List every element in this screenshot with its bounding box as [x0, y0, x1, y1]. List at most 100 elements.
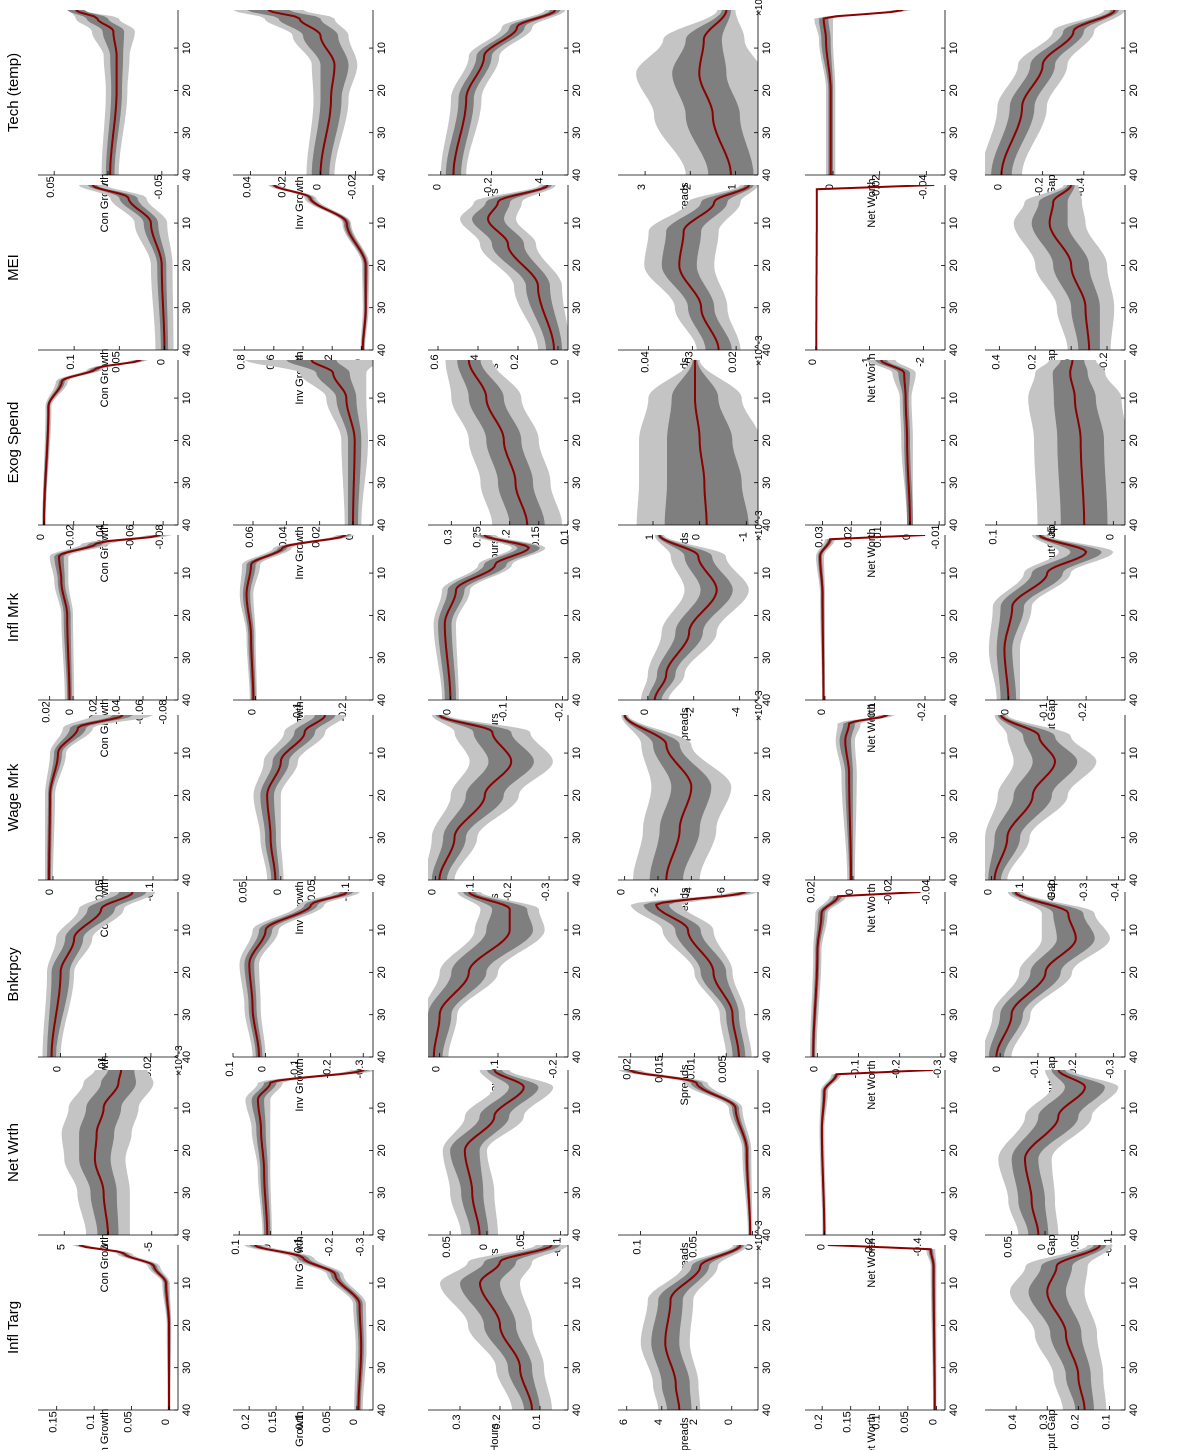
time-tick-label: 10 [948, 567, 960, 579]
variable-label: Net Worth [866, 1238, 878, 1287]
value-tick-label: -0.1 [497, 703, 509, 722]
value-tick-label: 0 [478, 1244, 490, 1250]
value-tick-label: 0.05 [123, 1411, 135, 1432]
median-line [820, 1070, 933, 1235]
value-tick-label: 0.1 [531, 1414, 543, 1429]
value-tick-label: -0.2 [553, 703, 565, 722]
band-inner [1011, 1070, 1105, 1235]
value-tick-label: -2 [914, 357, 926, 367]
band-inner [664, 360, 749, 525]
time-tick-label: 20 [761, 84, 773, 96]
time-tick-label: 30 [948, 1362, 960, 1374]
value-tick-label: 0 [312, 184, 324, 190]
time-tick-label: 30 [571, 1009, 583, 1021]
band-inner [460, 1245, 560, 1410]
time-tick-label: 20 [181, 259, 193, 271]
value-tick-label: 0 [999, 709, 1011, 715]
irf-panel: 10 20 30 40 0 2 4 6 Spreads ×10^-3 [618, 1220, 773, 1450]
irf-panel: 10 20 30 40 -0.02 0 0.02 0.04 Inv Growth [233, 10, 388, 230]
value-tick-label: 0.1 [1100, 1414, 1112, 1429]
value-tick-label: 0 [807, 359, 819, 365]
median-line [653, 535, 718, 700]
value-tick-label: 0.02 [41, 701, 53, 722]
band-inner [244, 892, 354, 1057]
time-tick-label: 20 [376, 259, 388, 271]
value-tick-label: 0.05 [45, 176, 57, 197]
time-tick-label: 20 [181, 789, 193, 801]
time-tick-label: 20 [1128, 434, 1140, 446]
value-tick-label: -4 [682, 887, 694, 897]
time-tick-label: 20 [571, 84, 583, 96]
time-tick-label: 40 [181, 874, 193, 886]
band-outer [49, 535, 173, 700]
value-tick-label: 0.1 [85, 1414, 97, 1429]
value-tick-label: 0 [257, 1066, 269, 1072]
time-tick-label: 30 [761, 302, 773, 314]
time-tick-label: 20 [571, 966, 583, 978]
value-tick-label: 0.1 [65, 354, 77, 369]
time-tick-label: 40 [571, 519, 583, 531]
time-tick-label: 20 [1128, 84, 1140, 96]
band-inner [270, 185, 368, 350]
irf-panel: 10 20 30 40 0 0.05 0.1 0.15 0.2 Net Worth [805, 1245, 960, 1450]
value-tick-label: 1 [726, 184, 738, 190]
time-tick-label: 20 [376, 434, 388, 446]
variable-label: Con Growth [99, 524, 111, 583]
time-tick-label: 30 [948, 302, 960, 314]
median-line [267, 10, 336, 175]
value-tick-label: 6 [618, 1419, 630, 1425]
time-tick-label: 20 [181, 609, 193, 621]
time-tick-label: 10 [376, 1277, 388, 1289]
value-tick-label: 0 [160, 1419, 172, 1425]
time-tick-label: 10 [761, 567, 773, 579]
median-line [1069, 360, 1086, 525]
band-outer [245, 1070, 373, 1235]
variable-label: Con Growth [99, 1234, 111, 1293]
band-inner [643, 892, 752, 1057]
band-inner [428, 892, 533, 1057]
value-tick-label: 0 [441, 709, 453, 715]
time-tick-label: 30 [376, 1362, 388, 1374]
value-tick-label: -0.2 [483, 178, 495, 197]
value-tick-label: 0 [155, 359, 167, 365]
value-tick-label: -0.06 [134, 699, 146, 724]
time-tick-label: 30 [181, 1187, 193, 1199]
median-line [50, 892, 134, 1057]
band-inner [819, 10, 908, 175]
value-tick-label: 0.15 [530, 526, 542, 547]
time-tick-label: 30 [181, 477, 193, 489]
band-inner [251, 1070, 370, 1235]
value-tick-label: 0.15 [267, 1411, 279, 1432]
shock-label: Wage Mrk [5, 763, 22, 831]
exponent-label: ×10^-3 [754, 690, 765, 721]
time-tick-label: 30 [376, 1009, 388, 1021]
time-tick-label: 40 [1128, 874, 1140, 886]
time-tick-label: 10 [761, 1102, 773, 1114]
value-tick-label: -0.02 [347, 174, 359, 199]
median-line [1046, 1245, 1101, 1410]
time-tick-label: 30 [1128, 652, 1140, 664]
time-tick-label: 20 [948, 259, 960, 271]
time-tick-label: 40 [761, 169, 773, 181]
value-tick-label: 0.3 [451, 1414, 463, 1429]
value-tick-label: -0.06 [124, 524, 136, 549]
value-tick-label: 0.1 [870, 1414, 882, 1429]
time-tick-label: 40 [948, 1404, 960, 1416]
median-line [478, 1245, 553, 1410]
time-tick-label: 10 [761, 1277, 773, 1289]
median-line [75, 10, 118, 175]
band-inner [247, 10, 349, 175]
time-tick-label: 20 [571, 789, 583, 801]
time-tick-label: 20 [571, 1319, 583, 1331]
time-tick-label: 30 [761, 477, 773, 489]
band-inner [445, 10, 561, 175]
time-tick-label: 40 [571, 874, 583, 886]
time-tick-label: 30 [948, 832, 960, 844]
value-tick-label: 0.2 [501, 529, 513, 544]
variable-label: Hours [489, 1423, 501, 1450]
